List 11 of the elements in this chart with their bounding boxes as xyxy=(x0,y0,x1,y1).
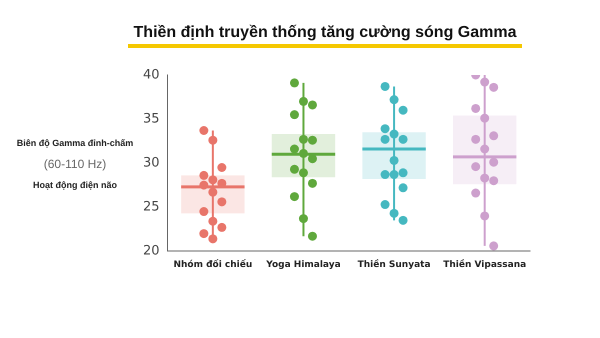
x-tick-label: Yoga Himalaya xyxy=(265,260,341,270)
x-tick-label: Thiền Vipassana xyxy=(443,258,526,270)
x-tick-label: Nhóm đối chiếu xyxy=(173,258,252,270)
chart-title: Thiền định truyền thống tăng cường sóng Gamma xyxy=(132,24,518,42)
y-axis-title: Biên độ Gamma đỉnh-chấm (60-110 Hz) Hoạt động điện não xyxy=(16,138,134,190)
y-tick-label: 40 xyxy=(142,67,160,82)
y-tick-label: 30 xyxy=(142,155,160,170)
x-tick-label: Thiền Sunyata xyxy=(358,258,431,270)
y-tick-label: 20 xyxy=(142,244,160,259)
y-tick-label: 35 xyxy=(142,111,160,126)
y-tick-label: 25 xyxy=(142,200,160,215)
